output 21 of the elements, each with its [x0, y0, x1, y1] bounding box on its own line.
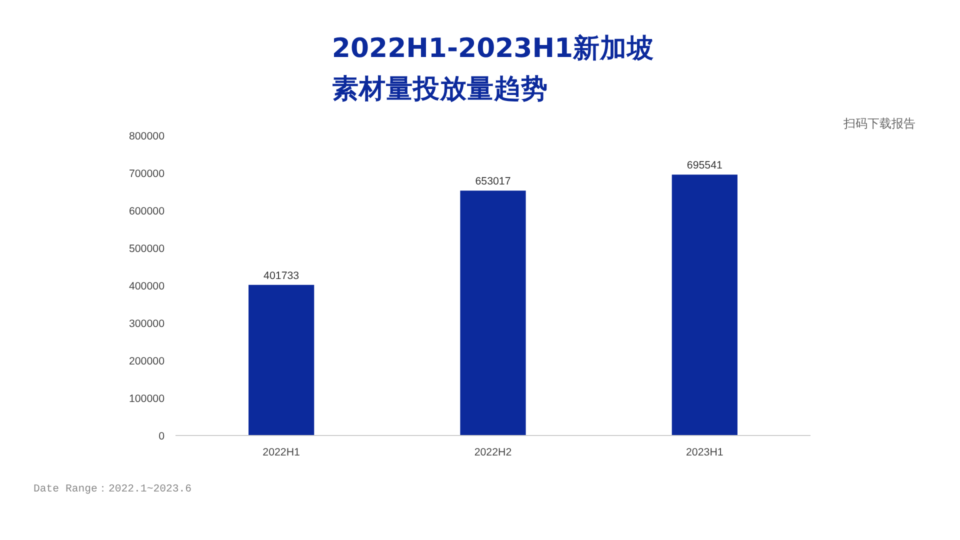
y-tick-label: 100000 [128, 393, 165, 405]
y-tick-label: 300000 [128, 318, 165, 330]
bar [248, 284, 314, 436]
bar [672, 174, 738, 436]
text: Date Range：2022.1~2023.6 [34, 484, 192, 496]
y-tick-label: 700000 [128, 168, 165, 180]
text: 扫码下载报告 [842, 116, 916, 130]
y-tick-label: 600000 [128, 206, 165, 218]
y-tick-label: 0 [158, 430, 165, 442]
y-tick-label: 800000 [128, 130, 165, 142]
y-tick-label: 200000 [128, 356, 165, 368]
data-label: 695541 [686, 160, 723, 172]
data-label: 653017 [475, 176, 511, 188]
x-tick-label: 2022H1 [262, 446, 300, 458]
bar [460, 190, 526, 436]
data-label: 401733 [264, 270, 300, 282]
x-tick-label: 2023H1 [686, 446, 724, 458]
y-tick-label: 400000 [128, 280, 165, 292]
x-tick-label: 2022H2 [474, 446, 512, 458]
y-tick-label: 500000 [128, 243, 165, 255]
chart-title: 2022H1-2023H1新加坡素材量投放量趋势 [332, 33, 654, 104]
